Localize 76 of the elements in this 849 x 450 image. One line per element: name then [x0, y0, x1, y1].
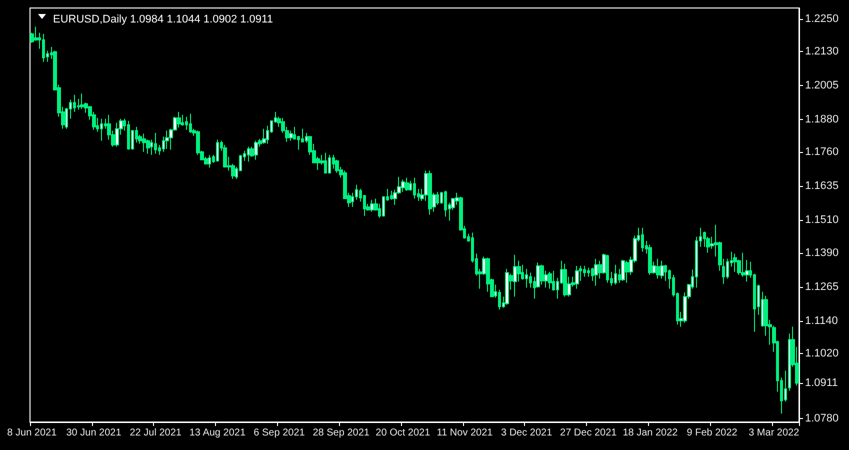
candlestick	[733, 253, 737, 272]
candlestick	[413, 177, 416, 200]
y-tick-label: 1.1265	[805, 280, 839, 293]
candlestick	[563, 263, 567, 298]
y-tick-label: 1.1510	[805, 214, 839, 226]
candlestick	[587, 267, 590, 278]
text: EURUSD,Daily 1.0984 1.1044 1.0902 1.0911	[53, 14, 273, 26]
candlestick	[115, 122, 119, 148]
candlestick	[100, 118, 103, 142]
y-tick-label: 1.1760	[805, 146, 839, 158]
candlestick	[401, 179, 405, 192]
candlestick	[328, 154, 331, 174]
x-tick-label: 13 Aug 2021	[189, 428, 246, 438]
candlestick	[208, 154, 211, 168]
candlestick	[428, 170, 432, 216]
y-tick-label: 1.1635	[805, 180, 839, 192]
x-tick-label: 6 Sep 2021	[254, 428, 306, 438]
candlestick	[216, 139, 219, 162]
candlestick	[177, 111, 181, 128]
candlestick	[656, 258, 660, 280]
candlestick	[575, 265, 579, 290]
y-tick-label: 1.0911	[805, 377, 838, 390]
candlestick	[165, 130, 169, 150]
candlestick	[405, 177, 409, 192]
x-tick-label: 30 Jun 2021	[66, 428, 122, 438]
x-tick-label: 28 Sep 2021	[312, 428, 370, 438]
candlestick	[332, 154, 335, 170]
candlestick	[444, 190, 447, 218]
candlestick	[185, 116, 188, 130]
candlestick	[80, 93, 84, 110]
candlestick	[324, 152, 327, 174]
candlestick	[540, 264, 544, 286]
candlestick	[247, 146, 250, 162]
candlestick	[648, 244, 652, 276]
y-tick-label: 1.1140	[805, 314, 838, 327]
candlestick	[154, 132, 157, 154]
x-tick-label: 3 Mar 2022	[748, 428, 800, 438]
y-tick-label: 1.1880	[805, 114, 839, 126]
y-tick-label: 1.2130	[805, 46, 839, 58]
candlestick	[223, 144, 227, 168]
candlestick	[621, 259, 625, 282]
candlestick	[42, 33, 45, 62]
candlestick	[594, 258, 598, 286]
candlestick	[513, 254, 517, 298]
y-tick-label: 1.2250	[805, 12, 839, 25]
y-tick-label: 1.2005	[805, 80, 839, 92]
y-tick-label: 1.0780	[805, 412, 839, 425]
candlestick	[525, 268, 528, 288]
x-tick-label: 11 Nov 2021	[436, 428, 494, 438]
candlestick	[505, 268, 509, 306]
x-tick-label: 27 Dec 2021	[560, 428, 618, 438]
candlestick	[660, 260, 664, 280]
candlestick	[289, 130, 293, 142]
candlestick	[741, 252, 745, 278]
candlestick	[181, 114, 184, 126]
candlestick	[606, 254, 609, 284]
y-tick-label: 1.1390	[805, 246, 839, 259]
candlestick	[127, 120, 130, 150]
x-tick-label: 20 Oct 2021	[376, 428, 431, 438]
candlestick	[625, 260, 629, 284]
x-tick-label: 22 Jul 2021	[130, 428, 182, 438]
x-tick-label: 9 Feb 2022	[686, 428, 738, 438]
candlestick	[641, 227, 644, 252]
candlestick	[189, 113, 192, 134]
x-tick-label: 18 Jan 2022	[622, 428, 678, 438]
y-tick-label: 1.1020	[805, 347, 839, 360]
candlestick	[614, 264, 617, 286]
candlestick	[335, 159, 339, 174]
candlestick	[262, 128, 266, 144]
candlestick	[583, 265, 586, 278]
x-tick-label: 8 Jun 2021	[7, 428, 58, 438]
x-tick-label: 3 Dec 2021	[500, 428, 553, 438]
candlestick	[254, 140, 258, 160]
candlestick	[548, 271, 552, 290]
candlestick	[142, 133, 146, 152]
candlestick	[370, 199, 374, 212]
